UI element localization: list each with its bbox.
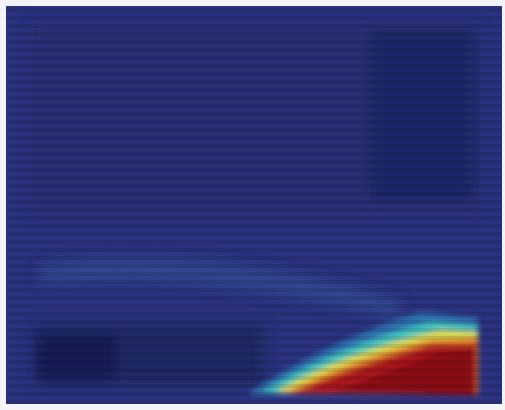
image-area xyxy=(6,6,502,404)
scanline-texture xyxy=(6,6,502,404)
